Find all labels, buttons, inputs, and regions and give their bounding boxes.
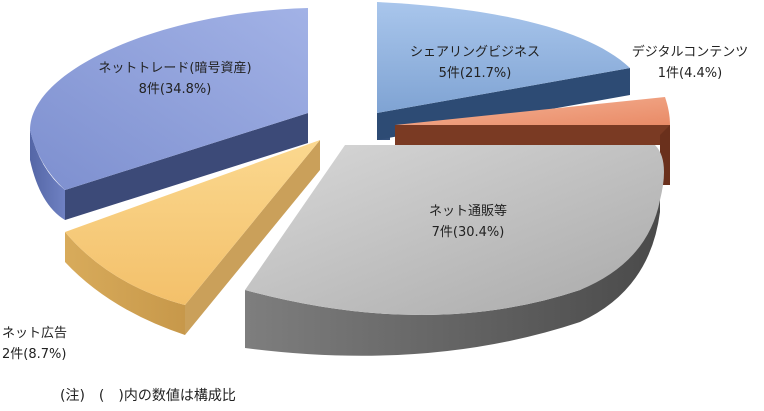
pie-slice-net-ads — [65, 140, 320, 335]
label-digital-content-count: 1件 — [658, 66, 679, 81]
label-sharing-business-name: シェアリングビジネス — [410, 45, 540, 60]
label-digital-content-name: デジタルコンテンツ — [632, 44, 748, 60]
slice-side — [65, 232, 185, 335]
label-net-ads-name: ネット広告 — [2, 326, 67, 341]
label-net-ads-percent: (8.7%) — [23, 347, 66, 362]
footnote: (注) ( )内の数値は構成比 — [60, 388, 236, 404]
pie-slice-digital-content — [395, 97, 670, 185]
pie-slice-crypto-trade — [30, 8, 308, 220]
label-sharing-business-value: 5件(21.7%) — [439, 66, 512, 81]
slice-top — [30, 8, 308, 190]
slice-top — [377, 2, 630, 113]
label-digital-content-value: 1件(4.4%) — [658, 66, 722, 81]
slice-top — [65, 140, 320, 305]
slice-top — [245, 145, 664, 315]
label-sharing-business-percent: (21.7%) — [460, 66, 511, 81]
label-online-shopping-count: 7件 — [432, 225, 453, 240]
slice-top — [395, 97, 670, 125]
label-digital-content-percent: (4.4%) — [679, 66, 722, 81]
label-crypto-trade-count: 8件 — [139, 82, 160, 97]
slice-side — [30, 130, 65, 220]
label-sharing-business-count: 5件 — [439, 66, 460, 81]
label-online-shopping-value: 7件(30.4%) — [432, 225, 505, 240]
slice-inner-wall — [65, 113, 308, 220]
slice-side — [245, 180, 660, 356]
pie-slice-online-shopping — [245, 145, 664, 356]
slice-side — [395, 125, 670, 145]
slice-inner-wall — [185, 140, 320, 335]
label-crypto-trade-value: 8件(34.8%) — [139, 82, 212, 97]
label-online-shopping-name: ネット通販等 — [429, 203, 507, 219]
label-net-ads-value: 2件(8.7%) — [2, 347, 66, 362]
label-net-ads-count: 2件 — [2, 347, 23, 362]
label-crypto-trade-percent: (34.8%) — [160, 82, 211, 97]
label-online-shopping-percent: (30.4%) — [453, 225, 504, 240]
label-crypto-trade-name: ネットトレード(暗号資産) — [98, 60, 251, 76]
